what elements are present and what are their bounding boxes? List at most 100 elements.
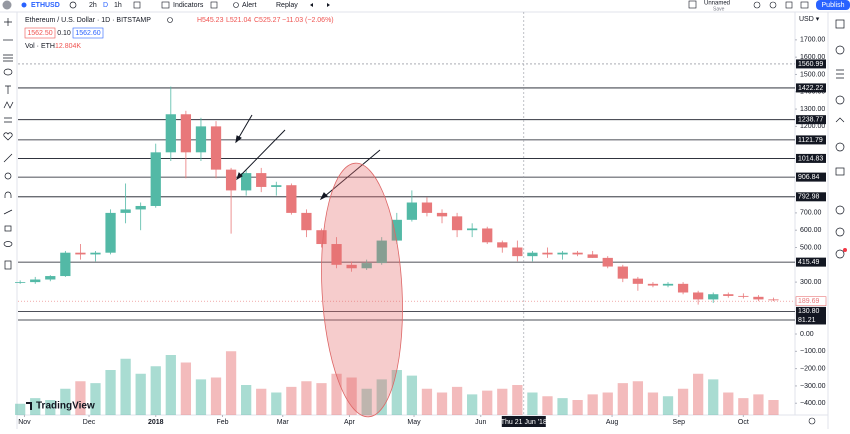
price-label: 130.80	[798, 308, 820, 315]
candle-body	[361, 263, 372, 269]
icons-tool[interactable]	[3, 132, 13, 141]
x-tick-label: Dec	[83, 419, 96, 426]
volume-bar	[286, 386, 297, 415]
crosshair-label: Thu 21 Jun '18	[501, 419, 547, 426]
legend-close: C525.27	[254, 17, 281, 24]
lock-tool[interactable]	[4, 225, 12, 232]
crosshair-box	[501, 416, 546, 427]
hide-tool[interactable]	[3, 241, 13, 247]
watchlist[interactable]	[835, 19, 845, 29]
ideas[interactable]	[835, 117, 845, 123]
volume-bar	[677, 388, 689, 415]
volume-bar	[617, 383, 628, 415]
shape-tool[interactable]	[3, 68, 13, 76]
volume-bar	[602, 392, 613, 415]
candle-body	[90, 252, 101, 255]
hints[interactable]	[835, 142, 845, 152]
volume-bar	[693, 373, 704, 415]
volume-bar	[75, 381, 86, 415]
projection-tool[interactable]	[4, 117, 12, 123]
volume-bar	[542, 396, 553, 415]
calendar[interactable]	[835, 95, 845, 105]
interval[interactable]: D	[103, 2, 108, 9]
volume-bar	[662, 396, 674, 415]
volume-bar	[210, 377, 222, 415]
publish-button[interactable]	[816, 0, 850, 10]
candle-body	[753, 296, 764, 300]
x-tick-label: May	[407, 419, 421, 426]
arrow-head	[319, 192, 328, 201]
candle-body	[527, 252, 538, 257]
price-label: 1238.77	[798, 117, 823, 124]
text-tool[interactable]	[5, 85, 11, 94]
zoom-tool[interactable]	[4, 172, 12, 180]
legend-change: −11.03 (−2.06%)	[282, 17, 334, 24]
alerts[interactable]	[835, 45, 845, 55]
symbol-icon	[21, 2, 27, 8]
currency-label[interactable]: USD ▾	[799, 16, 820, 23]
settings[interactable]	[769, 1, 777, 9]
volume-last: 12.804K	[55, 43, 81, 50]
candle-body	[632, 278, 644, 284]
price-label: 906.84	[798, 174, 820, 181]
candle-body	[165, 114, 176, 153]
search[interactable]	[753, 1, 761, 9]
volume-bar	[708, 379, 719, 415]
delete-tool[interactable]	[4, 260, 12, 270]
volume-bar	[180, 362, 192, 415]
fullscreen[interactable]	[785, 1, 793, 9]
candle-body	[602, 257, 613, 267]
interval[interactable]: 1h	[114, 2, 122, 9]
avatar[interactable]	[2, 0, 12, 10]
watermark: TradingView	[36, 401, 95, 412]
bid-box[interactable]	[24, 27, 56, 39]
pattern-tool[interactable]	[3, 101, 14, 109]
volume-bar	[391, 370, 402, 415]
volume-bar	[753, 394, 764, 415]
price-label-box	[796, 153, 826, 163]
volume-bar	[30, 398, 41, 415]
fib-tool[interactable]	[3, 54, 13, 62]
volume-bar	[587, 394, 598, 415]
axis-settings[interactable]	[808, 417, 816, 425]
candle-body	[180, 114, 192, 153]
layout-icon	[688, 0, 697, 9]
replay-button[interactable]: Replay	[276, 2, 298, 9]
snapshot[interactable]	[800, 1, 809, 9]
measure-tool[interactable]	[3, 153, 13, 163]
volume-bar	[376, 379, 387, 415]
volume-bar	[406, 375, 418, 415]
cursor-tool[interactable]	[4, 18, 12, 26]
magnet-tool[interactable]	[4, 191, 12, 198]
candle-body	[60, 252, 71, 277]
visibility-toggle[interactable]	[167, 17, 173, 23]
candle-body	[225, 169, 237, 191]
volume-bar	[165, 355, 176, 415]
price-label: 415.49	[798, 259, 820, 266]
save-label[interactable]: Save	[713, 6, 725, 12]
templates[interactable]	[210, 1, 218, 9]
x-tick-label: Sep	[673, 419, 686, 426]
chart-type[interactable]	[133, 1, 141, 9]
interval[interactable]: 2h	[89, 2, 97, 9]
help[interactable]	[835, 249, 845, 259]
ask-box[interactable]	[72, 27, 104, 39]
watermark-logo	[26, 402, 32, 410]
add-symbol[interactable]	[69, 1, 77, 9]
alert-button[interactable]: Alert	[242, 2, 256, 9]
notifications[interactable]	[835, 227, 845, 237]
price-label: 792.98	[798, 194, 820, 201]
news[interactable]	[836, 69, 844, 79]
streams[interactable]	[835, 205, 845, 215]
y-tick-label: 500.00	[800, 244, 822, 251]
symbol[interactable]: ETHUSD	[31, 2, 60, 9]
volume-bar	[482, 390, 493, 415]
stay-drawing[interactable]	[3, 209, 13, 215]
candle-body	[768, 299, 779, 301]
indicators-button[interactable]: Indicators	[173, 2, 204, 9]
layout-name[interactable]: Unnamed	[704, 1, 730, 7]
volume-bar	[467, 394, 478, 415]
chat[interactable]	[835, 167, 845, 176]
candle-body	[723, 294, 734, 296]
y-tick-label: 300.00	[800, 279, 822, 286]
